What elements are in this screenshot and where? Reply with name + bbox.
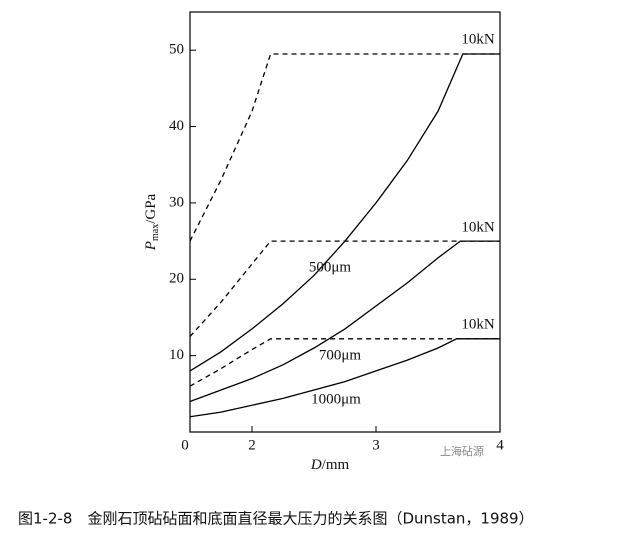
annotation: 10kN [461,219,495,235]
y-label-unit: /GPa [143,193,159,223]
annotation: 700μm [319,347,362,363]
line-series [189,338,500,387]
y-tick-label: 40 [169,118,184,134]
x-tick-label: 4 [496,437,504,453]
y-axis-label: Pmax/GPa [143,193,161,251]
y-label-sub: max [150,224,161,241]
x-label-symbol: D [310,457,322,473]
y-tick-label: 50 [169,42,184,58]
x-tick-label: 3 [372,437,380,453]
y-tick-label: 30 [169,194,184,210]
y-label-symbol: P [143,241,159,251]
plot-frame [189,11,501,433]
annotation: 500μm [309,259,352,275]
watermark: 上海砧源 [440,444,484,458]
x-tick-label: 0 [181,437,189,453]
y-tick-label: 20 [169,271,184,287]
x-label-unit: /mm [322,457,350,473]
annotation: 1000μm [311,391,361,407]
line-series [189,53,500,242]
y-tick-label: 10 [169,347,184,363]
line-series [189,338,500,418]
line-series [189,240,500,337]
x-tick-label: 2 [248,437,256,453]
annotation: 10kN [461,31,495,47]
line-series [189,240,500,403]
line-series [189,53,500,372]
caption: 图1-2-8 金刚石顶砧砧面和底面直径最大压力的关系图（Dunstan，1989… [18,510,534,528]
annotation: 10kN [461,316,495,332]
x-axis-label: D/mm [310,457,350,473]
